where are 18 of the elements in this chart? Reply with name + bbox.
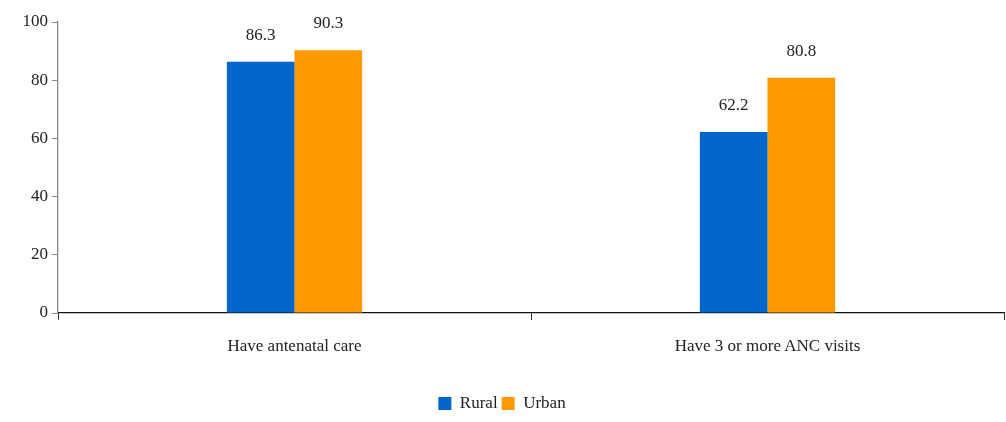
- y-tick-label: 100: [22, 11, 48, 31]
- y-tick-label: 0: [39, 302, 48, 322]
- bar: [226, 61, 295, 313]
- bar: [294, 50, 363, 313]
- data-label: 80.8: [786, 40, 817, 60]
- y-tick-label: 80: [31, 69, 48, 89]
- bar: [699, 132, 768, 313]
- data-label: 62.2: [718, 94, 749, 114]
- y-tick-label: 20: [31, 244, 48, 264]
- x-tick-label: Have 3 or more ANC visits: [674, 335, 861, 355]
- data-label: 90.3: [313, 13, 344, 33]
- y-tick-label: 60: [31, 127, 48, 147]
- legend-label: Urban: [523, 392, 567, 412]
- bar: [767, 77, 836, 313]
- legend-label: Rural: [459, 392, 498, 412]
- x-tick-label: Have antenatal care: [227, 335, 362, 355]
- data-label: 86.3: [245, 24, 276, 44]
- y-tick-label: 40: [31, 186, 48, 206]
